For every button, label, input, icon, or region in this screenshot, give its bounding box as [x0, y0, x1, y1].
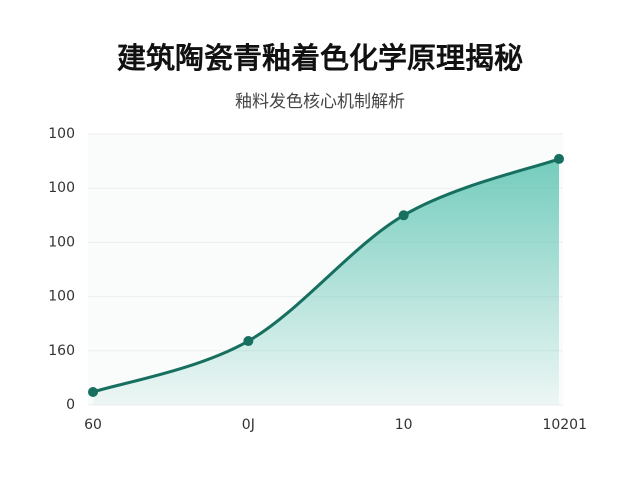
y-tick-label: 100: [48, 289, 75, 305]
y-tick-label: 0: [66, 397, 75, 413]
y-tick-label: 100: [48, 126, 75, 142]
point: [398, 210, 409, 221]
y-tick-label: 100: [48, 180, 75, 196]
chart-subtitle: 釉料发色核心机制解析: [235, 92, 405, 112]
point: [243, 336, 254, 347]
point: [554, 153, 564, 164]
point: [88, 386, 98, 397]
x-tick-label: 60: [84, 417, 102, 433]
area: [93, 158, 559, 405]
y-tick-label: 160: [48, 343, 75, 359]
x-tick-label: 10: [395, 417, 413, 433]
y-tick-label: 100: [48, 234, 75, 250]
x-tick-label: 10201: [542, 417, 587, 433]
chart-title: 建筑陶瓷青釉着色化学原理揭秘: [117, 41, 523, 75]
x-tick-label: 0J: [242, 417, 255, 433]
line: [92, 157, 560, 394]
